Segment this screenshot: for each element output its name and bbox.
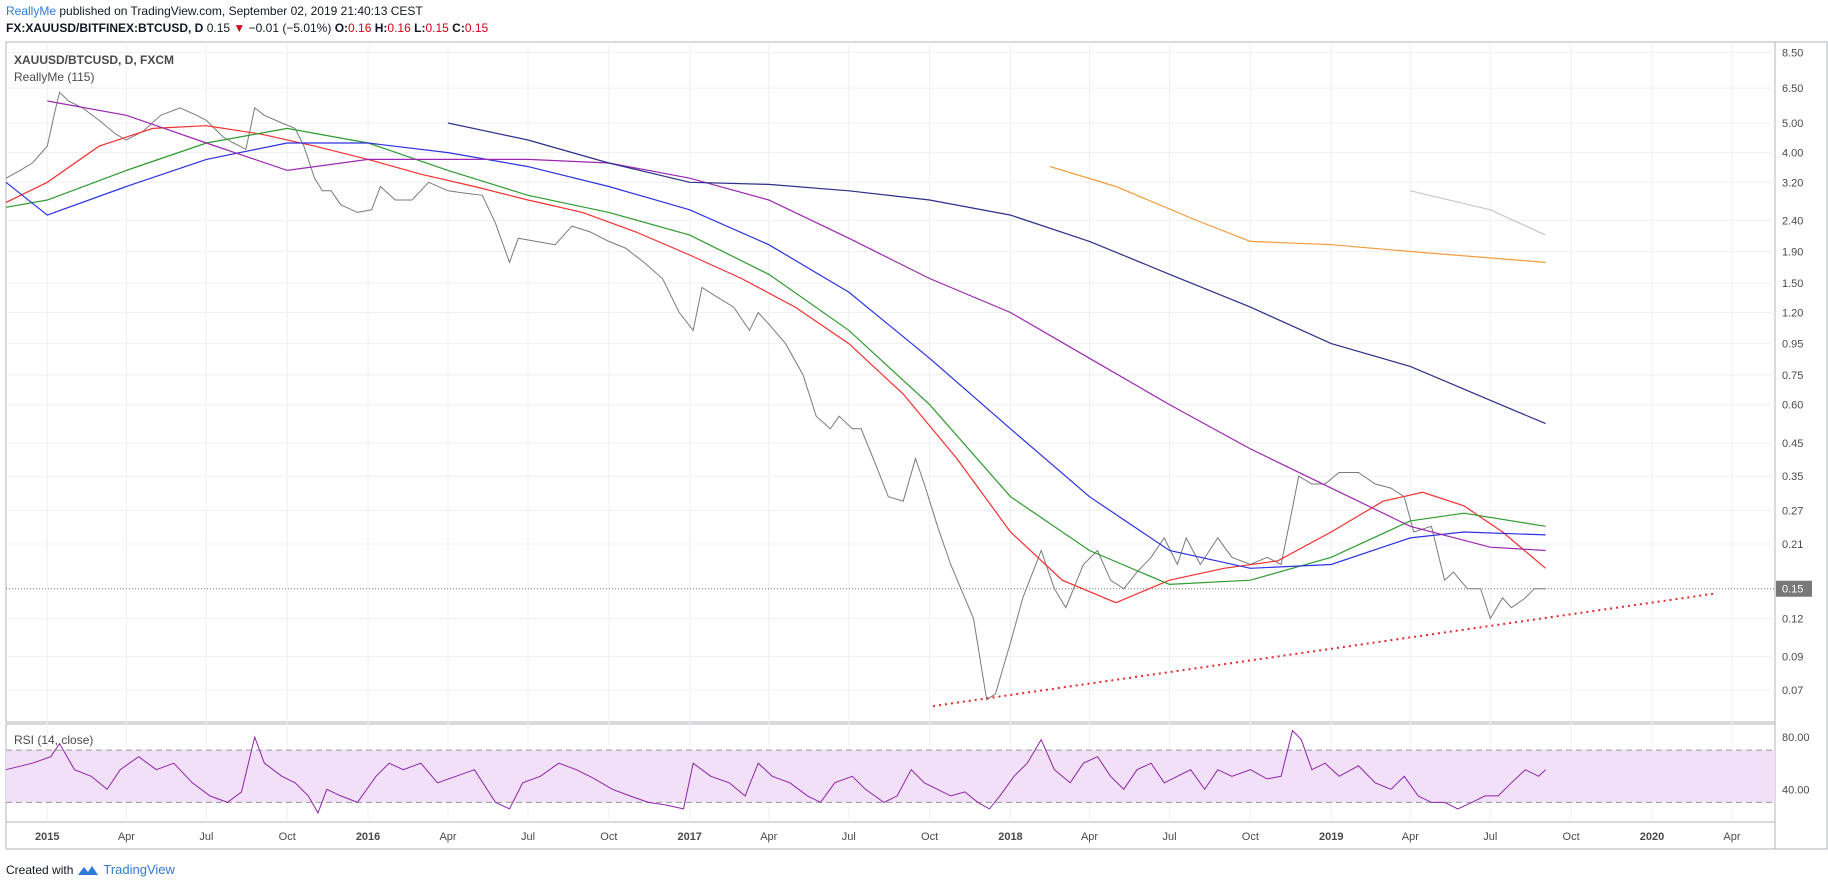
x-tick-label: Jul xyxy=(842,831,856,843)
x-tick-label: Apr xyxy=(760,831,777,843)
x-tick-label: 2015 xyxy=(35,831,59,843)
moving-average-line xyxy=(1410,190,1546,236)
x-tick-label: Oct xyxy=(1563,831,1580,843)
x-tick-label: Oct xyxy=(921,831,938,843)
y-tick-label: 0.27 xyxy=(1782,506,1803,518)
x-tick-label: Apr xyxy=(1081,831,1098,843)
y-tick-label: 5.00 xyxy=(1782,118,1803,130)
close-label: C: xyxy=(452,21,465,35)
moving-average-line xyxy=(47,100,1546,552)
y-tick-label: 0.45 xyxy=(1782,438,1803,450)
y-tick-label: 0.09 xyxy=(1782,652,1803,664)
moving-average-line xyxy=(1049,166,1546,263)
high-value: 0.16 xyxy=(387,21,411,35)
price-line xyxy=(5,91,1546,701)
x-tick-label: Oct xyxy=(279,831,296,843)
x-tick-label: Apr xyxy=(439,831,456,843)
moving-average-line xyxy=(5,125,1546,604)
x-tick-label: 2018 xyxy=(998,831,1022,843)
indicator-legend: ReallyMe (115) xyxy=(14,70,94,84)
published-text: published on TradingView.com, September … xyxy=(59,4,423,18)
rsi-band xyxy=(6,750,1775,803)
y-tick-label: 0.07 xyxy=(1782,685,1803,697)
last-price-label: 0.15 xyxy=(1782,584,1803,596)
y-tick-label: 0.60 xyxy=(1782,400,1803,412)
author-link[interactable]: ReallyMe xyxy=(6,4,57,18)
y-tick-label: 1.50 xyxy=(1782,278,1803,290)
low-value: 0.15 xyxy=(425,21,449,35)
y-tick-label: 0.21 xyxy=(1782,539,1803,551)
rsi-tick-label: 40.00 xyxy=(1782,784,1810,796)
y-tick-label: 1.20 xyxy=(1782,308,1803,320)
x-tick-label: Jul xyxy=(1162,831,1176,843)
x-tick-label: 2019 xyxy=(1319,831,1343,843)
y-tick-label: 0.35 xyxy=(1782,471,1803,483)
open-label: O: xyxy=(334,21,349,35)
tradingview-logo-icon xyxy=(78,865,99,875)
publish-info: ReallyMe published on TradingView.com, S… xyxy=(6,4,423,18)
close-value: 0.15 xyxy=(464,21,489,35)
moving-average-line xyxy=(5,142,1546,569)
y-tick-label: 4.00 xyxy=(1782,148,1803,160)
price-axis xyxy=(1774,41,1828,850)
last-value: 0.15 xyxy=(206,21,231,35)
high-label: H: xyxy=(374,21,388,35)
rsi-legend: RSI (14, close) xyxy=(14,733,93,747)
x-tick-label: Jul xyxy=(199,831,213,843)
time-axis xyxy=(5,821,1776,850)
y-tick-label: 3.20 xyxy=(1782,177,1803,189)
y-tick-label: 0.12 xyxy=(1782,613,1803,625)
rsi-tick-label: 80.00 xyxy=(1782,732,1810,744)
x-tick-label: Apr xyxy=(1402,831,1419,843)
x-tick-label: 2020 xyxy=(1640,831,1664,843)
x-tick-label: Apr xyxy=(1723,831,1740,843)
symbol-label: FX:XAUUSD/BITFINEX:BTCUSD, D xyxy=(6,21,204,35)
moving-average-line xyxy=(447,122,1546,425)
x-tick-label: Oct xyxy=(600,831,617,843)
y-tick-label: 1.90 xyxy=(1782,247,1803,259)
x-tick-label: Oct xyxy=(1242,831,1259,843)
y-tick-label: 0.75 xyxy=(1782,370,1803,382)
change-value: −0.01 (−5.01%) xyxy=(248,21,332,35)
x-tick-label: Jul xyxy=(521,831,535,843)
last-price-tag xyxy=(1776,580,1812,597)
ohlc-bar: FX:XAUUSD/BITFINEX:BTCUSD, D 0.15 ▼ −0.0… xyxy=(6,21,488,35)
y-tick-label: 2.40 xyxy=(1782,215,1803,227)
created-with-text: Created with xyxy=(6,862,74,877)
open-value: 0.16 xyxy=(348,21,372,35)
moving-average-line xyxy=(5,127,1546,586)
x-tick-label: Apr xyxy=(118,831,135,843)
symbol-legend: XAUUSD/BTCUSD, D, FXCM xyxy=(14,53,174,67)
footer: Created with TradingView xyxy=(6,862,175,877)
y-tick-label: 8.50 xyxy=(1782,48,1803,60)
y-tick-label: 6.50 xyxy=(1782,83,1803,95)
x-tick-label: 2016 xyxy=(356,831,380,843)
x-tick-label: 2017 xyxy=(677,831,701,843)
y-tick-label: 0.95 xyxy=(1782,339,1803,351)
x-tick-label: Jul xyxy=(1483,831,1497,843)
low-label: L: xyxy=(414,21,426,35)
down-arrow-icon: ▼ xyxy=(233,21,246,35)
trendline xyxy=(932,592,1718,708)
tradingview-brand[interactable]: TradingView xyxy=(103,862,175,877)
rsi-line xyxy=(5,729,1546,815)
